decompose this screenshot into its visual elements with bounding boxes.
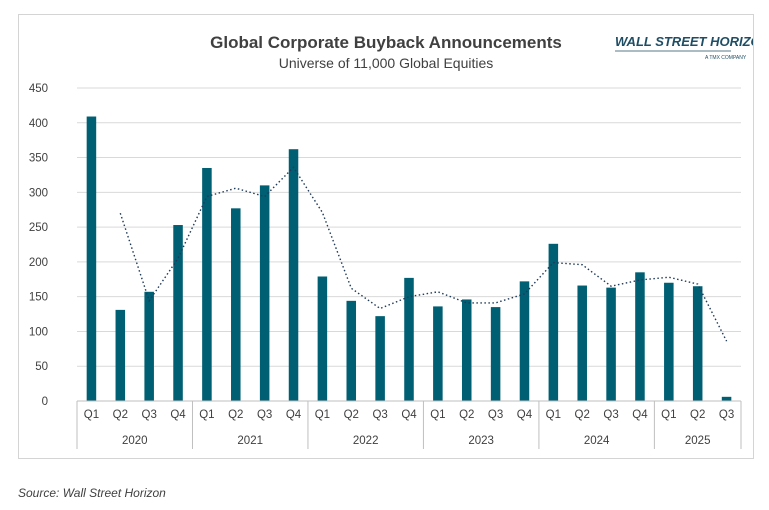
x-tick-label: Q1 <box>430 409 445 421</box>
y-tick-label: 100 <box>29 326 48 338</box>
x-tick-label: Q4 <box>517 409 533 421</box>
x-tick-label: Q2 <box>575 409 590 421</box>
x-tick-label: Q2 <box>113 409 128 421</box>
trendline-path <box>119 166 728 342</box>
x-tick-label: Q3 <box>488 409 503 421</box>
x-tick-label: Q4 <box>632 409 648 421</box>
x-tick-label: Q1 <box>199 409 214 421</box>
bar <box>288 149 299 401</box>
year-label: 2024 <box>584 435 610 447</box>
y-tick-label: 0 <box>42 396 48 408</box>
y-tick-label: 50 <box>35 361 48 373</box>
bar-chart: Global Corporate Buyback Announcements U… <box>29 33 753 449</box>
chart-frame: Global Corporate Buyback Announcements U… <box>18 14 754 459</box>
x-tick-label: Q2 <box>344 409 359 421</box>
bar <box>173 225 183 401</box>
wall-street-horizon-logo: WALL STREET HORIZON A TMX COMPANY <box>615 34 753 61</box>
x-tick-label: Q1 <box>546 409 561 421</box>
bar <box>115 309 126 401</box>
x-tick-label: Q4 <box>401 409 417 421</box>
y-tick-label: 150 <box>29 292 48 304</box>
x-tick-label: Q4 <box>286 409 302 421</box>
bars <box>86 116 732 402</box>
x-tick-label: Q3 <box>372 409 387 421</box>
bar <box>635 272 645 401</box>
bar <box>231 208 241 401</box>
year-label: 2023 <box>468 435 494 447</box>
bar <box>144 291 154 401</box>
year-label: 2021 <box>237 435 263 447</box>
x-tick-label: Q1 <box>315 409 330 421</box>
gridlines <box>77 87 741 367</box>
bar <box>86 116 97 402</box>
y-tick-label: 450 <box>29 83 48 95</box>
trendline <box>119 166 728 342</box>
logo-tagline: A TMX COMPANY <box>705 55 747 61</box>
x-tick-label: Q1 <box>661 409 676 421</box>
bar <box>606 287 616 401</box>
source-note: Source: Wall Street Horizon <box>18 486 166 500</box>
x-tick-label: Q3 <box>719 409 734 421</box>
bar <box>404 277 414 401</box>
bar <box>202 167 212 401</box>
bar <box>577 285 587 401</box>
logo-name: WALL STREET HORIZON <box>615 34 753 49</box>
year-label: 2022 <box>353 435 379 447</box>
x-tick-label: Q2 <box>228 409 243 421</box>
x-tick-label: Q2 <box>459 409 474 421</box>
y-tick-label: 300 <box>29 187 48 199</box>
bar <box>721 396 732 401</box>
bar <box>375 316 385 401</box>
y-axis-ticks: 0 50 100 150 200 250 300 350 400 450 <box>29 83 48 408</box>
chart-subtitle: Universe of 11,000 Global Equities <box>279 55 494 71</box>
x-tick-label: Q3 <box>603 409 618 421</box>
bar <box>490 307 501 401</box>
x-tick-label: Q3 <box>257 409 272 421</box>
x-tick-label: Q2 <box>690 409 705 421</box>
year-label: 2020 <box>122 435 148 447</box>
x-tick-label: Q4 <box>170 409 186 421</box>
y-tick-label: 400 <box>29 118 48 130</box>
bar <box>519 281 530 401</box>
x-tick-label: Q3 <box>142 409 157 421</box>
chart-title: Global Corporate Buyback Announcements <box>210 33 562 52</box>
bar <box>433 306 443 401</box>
bar <box>259 185 270 401</box>
y-tick-label: 350 <box>29 153 48 165</box>
y-tick-label: 250 <box>29 222 48 234</box>
bar <box>317 276 328 401</box>
bar <box>664 282 674 401</box>
bar <box>461 299 472 401</box>
year-label: 2025 <box>685 435 711 447</box>
bar <box>346 300 357 401</box>
bar <box>548 243 559 401</box>
y-tick-label: 200 <box>29 257 48 269</box>
x-tick-label: Q1 <box>84 409 99 421</box>
bar <box>692 286 703 401</box>
x-axis: Q1 Q2 Q3 Q4 Q1 Q2 Q3 Q4 Q1 Q2 Q3 Q4 Q1 Q2 Q3 Q4 Q1 Q2 Q3 Q4… <box>76 400 742 449</box>
